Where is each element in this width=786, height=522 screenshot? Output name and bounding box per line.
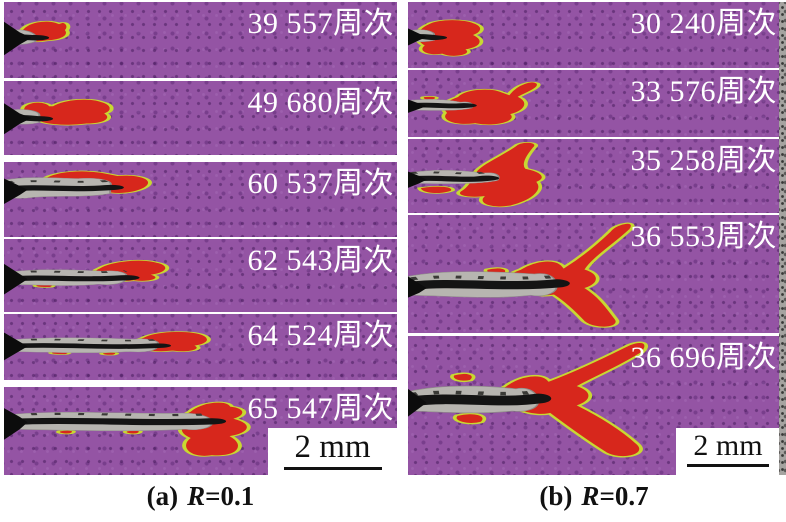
notch-shape xyxy=(4,332,28,361)
scale-bar-line xyxy=(687,464,769,467)
caption-index: (a) xyxy=(146,481,179,511)
crack-speckle-shape xyxy=(6,412,214,417)
crack-visual xyxy=(408,341,649,458)
cycle-count-label: 65 547周次 xyxy=(247,392,394,425)
cycle-count-label: 35 258周次 xyxy=(630,144,777,177)
notch-shape xyxy=(4,21,32,56)
micrograph-row: 49 680周次 xyxy=(4,81,397,155)
crack-visual xyxy=(408,19,484,57)
scale-bar: 2 mm xyxy=(676,428,780,475)
micrograph-row: 35 258周次 xyxy=(408,139,780,213)
crack-visual xyxy=(4,98,114,135)
notch-shape xyxy=(408,28,427,46)
micrograph-row: 65 547周次 2 mm xyxy=(4,387,397,475)
cycle-count-label: 36 696周次 xyxy=(630,341,777,374)
micrograph-row: 36 696周次 2 mm xyxy=(408,336,780,475)
caption-index: (b) xyxy=(539,481,573,511)
micrograph-row: 36 553周次 xyxy=(408,215,780,333)
crack-core-shape xyxy=(408,279,570,290)
crack-speckle-shape xyxy=(5,179,113,184)
notch-shape xyxy=(408,276,427,298)
notch-shape xyxy=(408,171,427,188)
subfigure-caption-b: (b) R=0.7 xyxy=(408,481,780,512)
panel-r07: 30 240周次 33 576周次 35 258周次 xyxy=(408,2,780,475)
notch-shape xyxy=(408,99,427,113)
notch-shape xyxy=(4,408,28,440)
specimen-edge-strip xyxy=(779,2,786,475)
scale-bar-label: 2 mm xyxy=(693,429,763,462)
micrograph-row: 33 576周次 xyxy=(408,70,780,137)
caption-value: =0.1 xyxy=(205,481,255,511)
cycle-count-label: 49 680周次 xyxy=(247,86,394,119)
cycle-count-label: 39 557周次 xyxy=(247,7,394,40)
crack-core-shape xyxy=(4,417,227,426)
subfigure-caption-a: (a) R=0.1 xyxy=(4,481,397,512)
scale-bar-line xyxy=(283,467,382,470)
crack-core-shape xyxy=(408,393,552,407)
crack-speckle-shape xyxy=(410,274,559,281)
crack-speckle-shape xyxy=(6,338,159,342)
crack-speckle-shape xyxy=(410,389,540,397)
crack-visual xyxy=(408,222,635,328)
crack-core-shape xyxy=(4,343,172,349)
cycle-count-label: 33 576周次 xyxy=(630,75,777,108)
notch-shape xyxy=(408,388,427,417)
cycle-count-label: 60 537周次 xyxy=(247,167,394,200)
damage-zone-shape xyxy=(414,19,484,57)
crack-speckle-shape xyxy=(409,171,489,175)
crack-visual xyxy=(4,401,251,457)
micrograph-row: 62 543周次 xyxy=(4,239,397,312)
micrograph-row: 64 524周次 xyxy=(4,314,397,380)
micrograph-row: 60 537周次 xyxy=(4,162,397,237)
notch-shape xyxy=(4,103,32,135)
micrograph-row: 39 557周次 xyxy=(4,2,397,78)
panel-r01: 39 557周次 49 680周次 60 537周次 xyxy=(4,2,397,475)
scale-bar: 2 mm xyxy=(268,428,397,475)
crack-visual xyxy=(408,141,546,208)
crack-visual xyxy=(4,170,152,204)
crack-visual xyxy=(4,259,170,295)
caption-variable: R xyxy=(581,481,600,511)
cycle-count-label: 30 240周次 xyxy=(630,7,777,40)
caption-variable: R xyxy=(187,481,206,511)
crack-visual xyxy=(4,20,71,56)
caption-value: =0.7 xyxy=(599,481,649,511)
cycle-count-label: 62 543周次 xyxy=(247,244,394,277)
crack-visual xyxy=(4,331,211,361)
crack-visual xyxy=(408,81,541,126)
cycle-count-label: 64 524周次 xyxy=(247,319,394,352)
cycle-count-label: 36 553周次 xyxy=(630,220,777,253)
micrograph-row: 30 240周次 xyxy=(408,2,780,68)
scale-bar-label: 2 mm xyxy=(294,429,371,465)
notch-shape xyxy=(4,178,28,204)
notch-shape xyxy=(4,263,28,295)
